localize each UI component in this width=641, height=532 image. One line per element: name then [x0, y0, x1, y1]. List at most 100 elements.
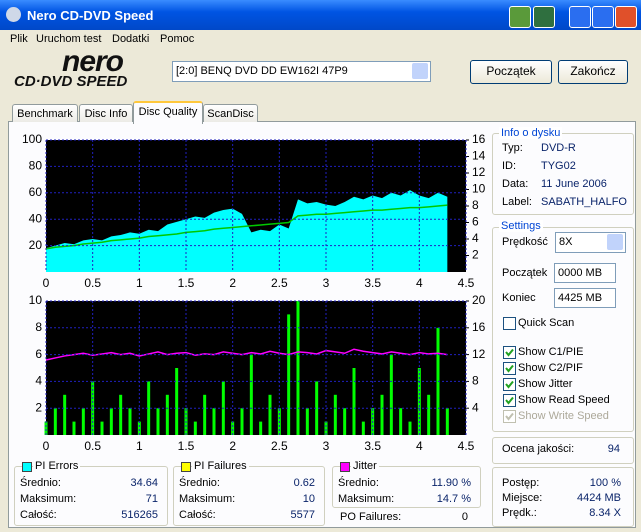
bar — [212, 408, 216, 435]
y-tick-label: 60 — [29, 185, 43, 199]
checkbox-label: Show Read Speed — [518, 394, 610, 406]
bar — [249, 354, 253, 435]
bar — [361, 421, 365, 435]
bar — [119, 394, 123, 435]
y-tick-label: 10 — [29, 293, 43, 307]
stats-value: 34.64 — [130, 477, 158, 489]
bar — [91, 381, 95, 435]
y-tick-label: 80 — [29, 159, 43, 173]
bar — [100, 421, 104, 435]
bar — [315, 381, 319, 435]
drive-name: [2:0] BENQ DVD DD EW162I 47P9 — [176, 65, 348, 77]
tab[interactable]: Disc Quality — [133, 101, 203, 124]
quality-box — [492, 437, 634, 464]
checkbox[interactable] — [503, 362, 516, 375]
y2-tick-label: 4 — [472, 231, 479, 245]
y2-tick-label: 2 — [472, 248, 479, 262]
checkbox-label: Show Write Speed — [518, 410, 609, 422]
bar — [268, 394, 272, 435]
start-input[interactable]: 0000 MB — [554, 263, 616, 283]
bar — [333, 394, 337, 435]
bar — [259, 421, 263, 435]
start-button[interactable]: Początek — [470, 60, 552, 84]
checkbox[interactable] — [503, 378, 516, 391]
bar — [81, 408, 85, 435]
x-tick-label: 2.5 — [271, 276, 288, 290]
checkbox-label: Quick Scan — [518, 317, 575, 329]
stats-value: 10 — [302, 493, 315, 505]
drive-select[interactable]: [2:0] BENQ DVD DD EW162I 47P9 — [172, 61, 431, 82]
maximize-button[interactable] — [592, 6, 614, 28]
bar — [408, 421, 412, 435]
stats-label: Maksimum: — [20, 493, 77, 505]
legend-swatch — [22, 462, 32, 472]
dropdown-arrow[interactable] — [412, 63, 428, 79]
x-tick-label: 4.5 — [458, 276, 475, 290]
x-tick-label: 2 — [229, 276, 236, 290]
logo-subtext: CD·DVD SPEED — [14, 73, 128, 90]
menu-item[interactable]: Uruchom test — [36, 33, 102, 45]
stats-title: Jitter — [351, 460, 379, 472]
bar — [305, 408, 309, 435]
minimize-button[interactable] — [569, 6, 591, 28]
close-button[interactable] — [615, 6, 637, 28]
checkbox[interactable] — [503, 346, 516, 359]
bar — [109, 408, 113, 435]
tab[interactable]: Benchmark — [12, 104, 78, 122]
y2-tick-label: 8 — [472, 198, 479, 212]
y2-tick-label: 14 — [472, 149, 486, 163]
settings-group — [492, 227, 634, 432]
y-tick-label: 2 — [35, 400, 42, 414]
checkbox[interactable] — [503, 317, 516, 330]
x-tick-label: 0 — [43, 439, 50, 453]
y2-tick-label: 12 — [472, 165, 486, 179]
quality-value: 94 — [607, 443, 620, 455]
stats-label: Całość: — [20, 509, 57, 521]
y-tick-label: 6 — [35, 347, 42, 361]
chart: 20 40 60 80 100 2 4 6 8 10 12 14 16 0 0.5 1 1.5 2 2.5 3 3.5 4… — [22, 132, 486, 290]
start-value: 0000 MB — [558, 267, 603, 279]
info-value: SABATH_HALFO — [541, 196, 627, 208]
info-label: Typ: — [502, 142, 523, 154]
tool-button[interactable] — [509, 6, 531, 28]
dropdown-arrow[interactable] — [607, 234, 623, 250]
y2-tick-label: 8 — [472, 374, 479, 388]
y2-tick-label: 6 — [472, 215, 479, 229]
y2-tick-label: 16 — [472, 320, 486, 334]
exit-button[interactable]: Zakończ — [558, 60, 628, 84]
legend-swatch — [340, 462, 350, 472]
progress-value: 100 % — [589, 477, 621, 489]
progress-value: 8.34 X — [589, 507, 621, 519]
bar — [380, 394, 384, 435]
check-mark — [505, 364, 514, 373]
stats-group — [332, 466, 481, 508]
y2-tick-label: 20 — [472, 293, 486, 307]
checkbox[interactable] — [503, 394, 516, 407]
stats-value: 71 — [145, 493, 158, 505]
checkbox-label: Show C2/PIF — [518, 362, 583, 374]
menu-item[interactable]: Plik — [10, 33, 28, 45]
stats-label: Maksimum: — [179, 493, 236, 505]
tab[interactable]: Disc Info — [79, 104, 133, 122]
checkbox-label: Show C1/PIE — [518, 346, 584, 358]
x-tick-label: 3.5 — [364, 439, 381, 453]
bar — [240, 408, 244, 435]
menu-item[interactable]: Pomoc — [160, 33, 195, 45]
x-tick-label: 1.5 — [178, 276, 195, 290]
stats-value: 11.90 % — [431, 477, 471, 489]
speed-label: Prędkość — [502, 236, 548, 248]
tool-button[interactable] — [533, 6, 555, 28]
y-tick-label: 20 — [29, 238, 43, 252]
end-input[interactable]: 4425 MB — [554, 288, 616, 308]
bar — [63, 394, 67, 435]
y2-tick-label: 16 — [472, 132, 486, 146]
stats-value: 516265 — [121, 509, 158, 521]
menu-item[interactable]: Dodatki — [112, 33, 150, 45]
line — [45, 348, 448, 361]
info-label: ID: — [502, 160, 517, 172]
checkbox-label: Show Jitter — [518, 378, 573, 390]
logo-text: nero — [62, 45, 124, 78]
info-label: Label: — [502, 196, 532, 208]
tab[interactable]: ScanDisc — [203, 104, 258, 122]
app-icon — [6, 7, 21, 22]
